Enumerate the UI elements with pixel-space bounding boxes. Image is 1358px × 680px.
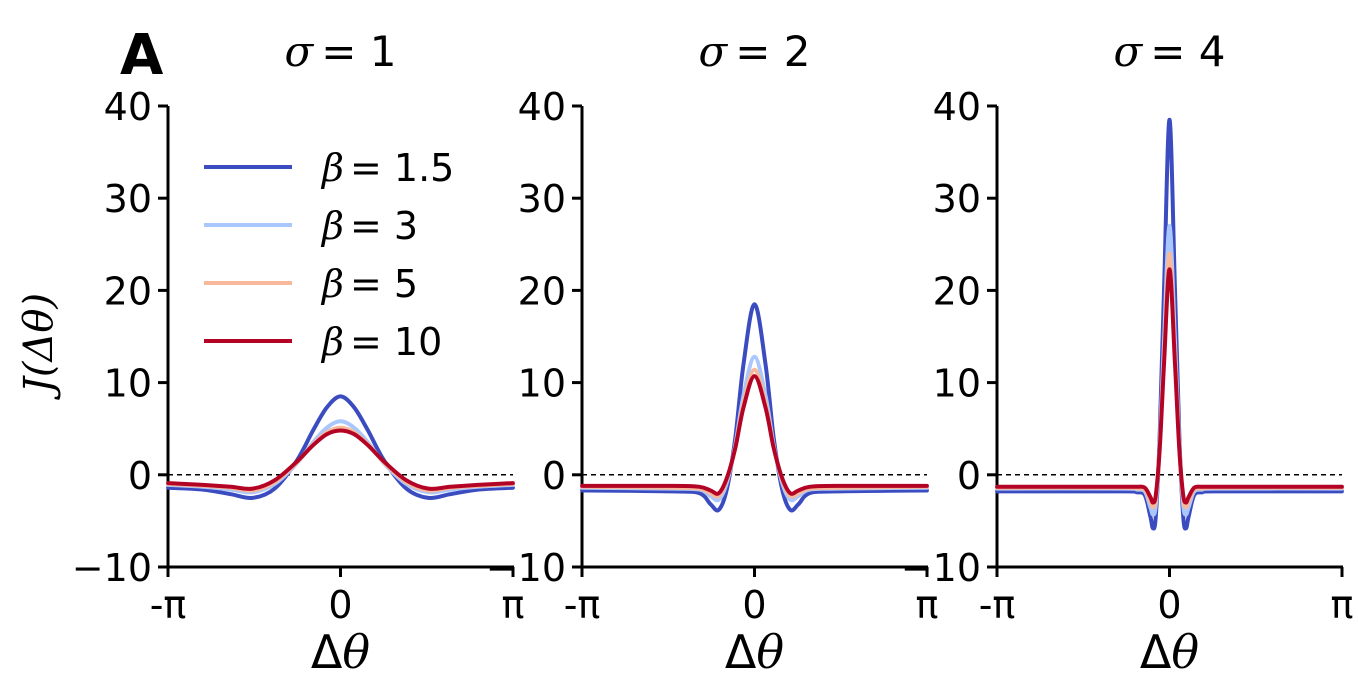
x-tick-label: 0: [1157, 583, 1181, 627]
series-line-beta-10: [580, 374, 929, 496]
y-tick-label: 20: [104, 269, 152, 313]
y-tick-label: 10: [518, 362, 566, 406]
legend-symbol: β: [320, 320, 344, 364]
x-axis-label-theta: θ: [756, 625, 784, 679]
x-axis-label: Δθ: [311, 625, 370, 679]
y-tick-label: 30: [933, 177, 981, 221]
legend-label: β = 5: [320, 262, 418, 306]
legend-symbol: β: [320, 204, 344, 248]
series-line-beta-5: [166, 425, 515, 493]
series-line-beta-3: [580, 354, 929, 503]
y-tick-label: 30: [104, 177, 152, 221]
y-tick-label: 40: [104, 85, 152, 129]
y-axis-label: J(Δθ): [16, 293, 62, 400]
x-tick-label: 0: [328, 583, 352, 627]
y-tick-label: 10: [104, 362, 152, 406]
y-tick-label: −10: [72, 546, 152, 590]
x-axis-label-theta: θ: [342, 625, 370, 679]
title-symbol: σ: [1114, 27, 1144, 76]
x-axis-label-delta: Δ: [1140, 625, 1172, 679]
x-tick-label: -π: [979, 583, 1016, 627]
legend-value: = 1.5: [350, 146, 454, 190]
x-tick-label: π: [502, 583, 525, 627]
series-line-beta-1-5: [995, 117, 1344, 531]
y-tick-label: 40: [518, 85, 566, 129]
y-tick-label: 0: [542, 454, 566, 498]
legend-symbol: β: [320, 262, 344, 306]
series-line-beta-5: [995, 251, 1344, 510]
legend-label: β = 1.5: [320, 146, 454, 190]
panel-label: A: [120, 23, 164, 88]
panel-title: σ = 4: [1114, 27, 1226, 76]
legend-symbol: β: [320, 146, 344, 190]
y-tick-label: 20: [933, 269, 981, 313]
x-tick-label: -π: [564, 583, 601, 627]
chart-panel-3: σ = 4 −10 0 10 20 30 40 -π 0 π Δθ: [901, 27, 1354, 679]
x-axis-label-theta: θ: [1171, 625, 1199, 679]
title-symbol: σ: [285, 27, 315, 76]
legend: β = 1.5β = 3β = 5β = 10: [204, 146, 454, 364]
series-line-beta-5: [580, 367, 929, 499]
title-value: = 4: [1150, 27, 1225, 76]
legend-value: = 3: [350, 204, 418, 248]
x-tick-label: -π: [150, 583, 187, 627]
y-tick-label: 0: [957, 454, 981, 498]
series-line-beta-1-5: [580, 302, 929, 513]
panel-title: σ = 2: [699, 27, 811, 76]
chart-panel-2: σ = 2 −10 0 10 20 30 40 -π 0 π Δθ: [486, 27, 939, 679]
series-line-beta-10: [995, 267, 1344, 505]
title-value: = 2: [735, 27, 810, 76]
y-tick-label: 30: [518, 177, 566, 221]
title-value: = 1: [321, 27, 396, 76]
y-tick-label: −10: [486, 546, 566, 590]
series-line-beta-10: [166, 428, 515, 491]
panel-title: σ = 1: [285, 27, 397, 76]
legend-value: = 10: [350, 320, 442, 364]
x-tick-label: π: [916, 583, 939, 627]
x-axis-label: Δθ: [1140, 625, 1199, 679]
legend-value: = 5: [350, 262, 418, 306]
x-tick-label: π: [1331, 583, 1354, 627]
y-tick-label: −10: [901, 546, 981, 590]
legend-label: β = 10: [320, 320, 442, 364]
x-axis-label-delta: Δ: [725, 625, 757, 679]
x-axis-label: Δθ: [725, 625, 784, 679]
y-tick-label: 0: [128, 454, 152, 498]
series-line-beta-1-5: [166, 394, 515, 501]
title-symbol: σ: [699, 27, 729, 76]
y-tick-label: 20: [518, 269, 566, 313]
legend-label: β = 3: [320, 204, 418, 248]
x-axis-label-delta: Δ: [311, 625, 343, 679]
y-tick-label: 40: [933, 85, 981, 129]
x-tick-label: 0: [742, 583, 766, 627]
y-tick-label: 10: [933, 362, 981, 406]
